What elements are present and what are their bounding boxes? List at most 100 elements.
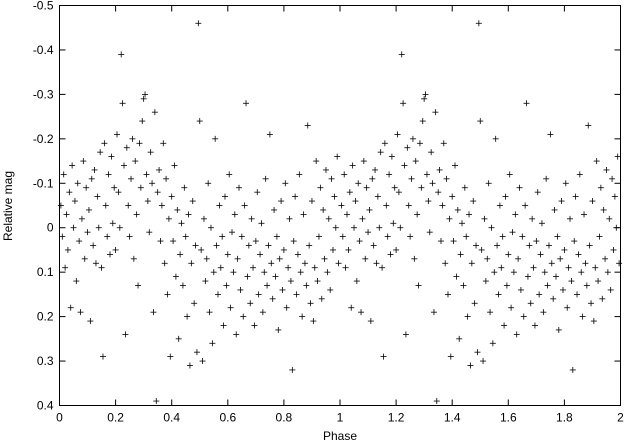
data-point [179,282,186,289]
data-point [554,233,561,240]
data-point [436,166,443,173]
data-point [207,224,214,231]
data-point [70,224,77,231]
data-point [574,291,581,298]
data-point [367,318,374,325]
data-point [411,255,418,262]
data-point [80,158,87,165]
data-point [423,171,430,178]
data-point [473,242,480,249]
data-point [150,309,157,316]
data-point [453,273,460,280]
data-point [468,260,475,267]
data-point [245,242,252,249]
data-point [394,131,401,138]
data-point [613,224,620,231]
data-point [384,233,391,240]
data-point [440,140,447,147]
x-axis-label: Phase [323,429,357,443]
data-point [273,233,280,240]
data-point [614,153,621,160]
data-point [161,260,168,267]
data-point [381,140,388,147]
data-point [129,135,136,142]
data-point [203,255,210,262]
data-point [414,211,421,218]
data-point [489,340,496,347]
data-point [475,20,482,27]
data-point [304,122,311,129]
data-point [217,264,224,271]
y-tick-label: 0.4 [37,399,54,413]
data-point [582,260,589,267]
data-point [569,366,576,373]
data-point [572,193,579,200]
data-point [348,304,355,311]
data-point [275,326,282,333]
data-point [501,322,508,329]
data-point [254,189,261,196]
data-point [607,286,614,293]
data-point [314,278,321,285]
data-point [588,300,595,307]
data-point [175,335,182,342]
data-point [457,251,464,258]
data-point [184,313,191,320]
data-point [567,215,574,222]
data-point [321,255,328,262]
y-tick-label: 0 [47,221,54,235]
data-point [83,184,90,191]
data-point [530,264,537,271]
data-point [352,198,359,205]
data-point [310,318,317,325]
data-point [416,140,423,147]
data-point [397,224,404,231]
data-point [268,260,275,267]
data-point [126,233,133,240]
data-point [400,100,407,107]
data-point [578,269,585,276]
data-point [533,238,540,245]
x-tick-label: 0.2 [107,411,124,425]
data-point [122,331,129,338]
data-point [59,233,66,240]
data-point [255,291,262,298]
data-point [234,255,241,262]
data-point [498,264,505,271]
data-point [484,255,491,262]
data-point [118,51,125,58]
data-point [149,180,156,187]
data-point [327,286,334,293]
data-point [202,278,209,285]
data-point [158,202,165,209]
data-point [144,198,151,205]
data-point [359,215,366,222]
data-point [140,95,147,102]
data-point [338,202,345,209]
y-tick-label: -0.3 [33,87,54,101]
data-point [557,255,564,262]
data-point [311,264,318,271]
data-point [335,260,342,267]
data-point [264,282,271,289]
data-point [377,149,384,156]
data-point [205,180,212,187]
data-point [292,193,299,200]
data-point [346,189,353,196]
data-point [461,184,468,191]
y-axis-label: Relative mag [1,171,15,241]
data-point [289,366,296,373]
y-tick-label: -0.2 [33,132,54,146]
data-point [527,300,534,307]
data-point [60,171,67,178]
data-point [143,171,150,178]
data-point [313,158,320,165]
data-point [459,220,466,227]
data-point [178,220,185,227]
data-point [547,131,554,138]
data-point [437,238,444,245]
data-point [454,206,461,213]
data-point [102,202,109,209]
data-point [320,206,327,213]
data-point [526,242,533,249]
